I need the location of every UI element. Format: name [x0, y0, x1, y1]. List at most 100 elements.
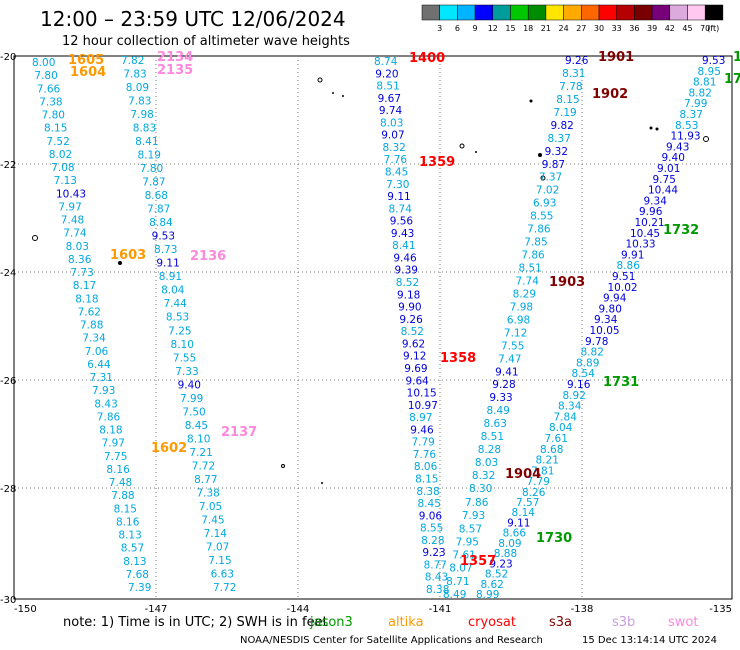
- wave-height-value: 8.62: [480, 579, 503, 591]
- wave-height-value: 7.84: [554, 411, 578, 423]
- legend-swatch: [634, 4, 653, 21]
- track-3: 8.749.208.519.679.748.039.078.327.768.45…: [374, 56, 449, 596]
- wave-height-value: 7.83: [128, 96, 151, 108]
- satellite-s3a: s3a: [549, 615, 572, 630]
- legend-swatch: [651, 4, 671, 21]
- wave-height-value: 9.40: [178, 379, 201, 391]
- wave-height-value: 7.72: [213, 582, 236, 594]
- wave-height-value: 10.15: [407, 388, 437, 400]
- latitude-tick-label: -24: [0, 268, 16, 279]
- wave-height-value: 7.86: [527, 224, 551, 236]
- legend-swatch: [421, 4, 440, 21]
- wave-height-value: 8.09: [498, 538, 521, 550]
- wave-height-value: 8.10: [187, 433, 210, 445]
- wave-height-value: 9.90: [398, 302, 421, 314]
- wave-height-value: 8.00: [32, 57, 55, 69]
- legend-tick-label: (ft): [707, 24, 719, 33]
- track-5: 8.308.328.038.288.518.638.499.339.289.41…: [469, 55, 589, 495]
- wave-height-value: 8.02: [49, 149, 72, 161]
- legend-tick-label: 30: [594, 24, 604, 33]
- wave-height-value: 9.74: [379, 105, 403, 117]
- island-icon: [649, 126, 653, 130]
- wave-height-value: 8.68: [540, 444, 563, 456]
- wave-height-value: 9.11: [156, 258, 179, 270]
- pass-time-label: 2134: [157, 50, 193, 65]
- pass-time-label: 1904: [505, 467, 541, 482]
- wave-height-value: 7.62: [78, 306, 101, 318]
- island-icon: [538, 153, 542, 157]
- wave-height-value: 8.03: [66, 241, 89, 253]
- wave-height-value: 7.38: [39, 96, 62, 108]
- wave-height-value: 7.78: [559, 81, 582, 93]
- legend-tick-label: 9: [473, 24, 478, 33]
- wave-height-value: 7.80: [140, 163, 163, 175]
- wave-height-value: 8.10: [171, 339, 194, 351]
- wave-height-value: 8.77: [194, 474, 217, 486]
- wave-height-value: 8.09: [126, 82, 149, 94]
- wave-height-value: 8.45: [385, 167, 408, 179]
- wave-height-value: 8.13: [123, 556, 146, 568]
- wave-height-value: 7.81: [531, 465, 554, 477]
- wave-height-value: 7.07: [206, 541, 229, 553]
- legend-swatch: [439, 4, 458, 21]
- wave-height-value: 8.03: [475, 457, 498, 469]
- wave-height-value: 8.71: [446, 576, 469, 588]
- wave-height-value: 8.51: [518, 263, 541, 275]
- island-icon: [459, 143, 465, 149]
- latitude-tick-label: -30: [0, 595, 16, 606]
- wave-height-value: 7.37: [539, 172, 562, 184]
- pass-time-label: 1358: [440, 351, 476, 366]
- wave-height-value: 7.19: [553, 107, 576, 119]
- wave-height-value: 7.31: [90, 372, 113, 384]
- wave-height-value: 8.81: [693, 77, 716, 89]
- wave-height-value: 9.20: [375, 68, 398, 80]
- wave-height-value: 8.18: [99, 425, 122, 437]
- wave-height-value: 7.79: [411, 437, 434, 449]
- island-icon: [529, 99, 533, 103]
- wave-height-value: 7.44: [163, 298, 187, 310]
- legend-tick-label: 27: [576, 24, 586, 33]
- wave-height-value: 7.34: [82, 333, 106, 345]
- longitude-tick-label: -138: [571, 604, 594, 615]
- wave-height-value: 9.96: [639, 206, 663, 218]
- wave-height-value: 7.86: [97, 411, 121, 423]
- wave-height-value: 8.57: [121, 543, 144, 555]
- wave-height-value: 9.26: [565, 55, 589, 67]
- wave-height-value: 8.77: [424, 559, 447, 571]
- wave-height-value: 9.41: [495, 366, 518, 378]
- legend-tick-label: 3: [437, 24, 442, 33]
- footnote: note: 1) Time is in UTC; 2) SWH is in fe…: [63, 615, 328, 630]
- wave-height-value: 7.74: [516, 275, 540, 287]
- wave-height-value: 7.02: [536, 185, 559, 197]
- wave-height-value: 8.37: [548, 133, 571, 145]
- wave-height-value: 7.87: [142, 177, 165, 189]
- wave-height-value: 8.45: [418, 498, 441, 510]
- wave-height-value: 9.51: [612, 271, 635, 283]
- wave-height-value: 8.28: [478, 444, 501, 456]
- wave-height-value: 11.93: [671, 131, 701, 143]
- wave-height-value: 8.32: [472, 470, 495, 482]
- pass-time-label: 1731: [603, 375, 639, 390]
- wave-height-value: 9.34: [644, 195, 668, 207]
- wave-height-value: 7.57: [516, 497, 539, 509]
- pass-time-label: 2135: [157, 63, 193, 78]
- wave-height-value: 7.25: [168, 325, 191, 337]
- wave-height-value: 7.55: [501, 340, 524, 352]
- page-subtitle: 12 hour collection of altimeter wave hei…: [62, 34, 350, 49]
- wave-height-value: 9.87: [542, 159, 565, 171]
- wave-height-value: 9.33: [489, 392, 512, 404]
- wave-height-value: 10.33: [626, 239, 656, 251]
- longitude-tick-label: -147: [145, 604, 168, 615]
- wave-height-value: 8.54: [572, 368, 596, 380]
- track-4: 7.867.938.577.95 7.618.078.718.49: [443, 497, 489, 601]
- wave-height-value: 9.26: [399, 314, 423, 326]
- satellite-cryosat: cryosat: [468, 615, 516, 630]
- wave-height-value: 9.69: [404, 363, 427, 375]
- wave-height-value: 6.44: [87, 359, 111, 371]
- legend-tick-label: 42: [665, 24, 675, 33]
- wave-height-value: 8.37: [680, 109, 703, 121]
- island-icon: [281, 464, 285, 468]
- wave-height-value: 10.44: [648, 185, 678, 197]
- wave-height-value: 7.98: [510, 301, 533, 313]
